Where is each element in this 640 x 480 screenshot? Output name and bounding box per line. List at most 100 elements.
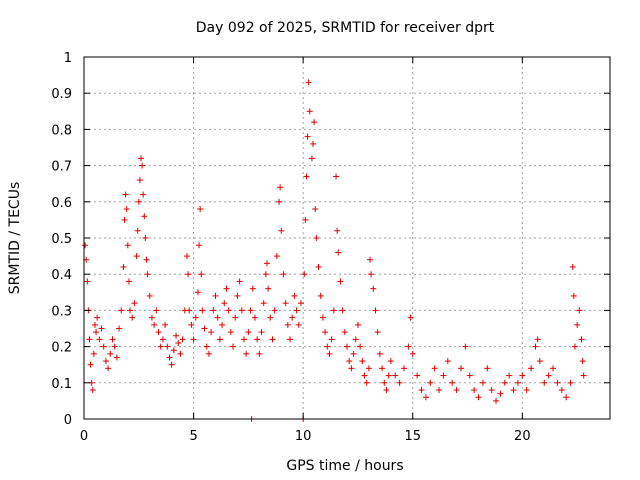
data-point: [219, 321, 226, 328]
data-point: [131, 300, 138, 307]
data-point: [196, 242, 203, 249]
data-point: [569, 263, 576, 270]
data-point: [301, 271, 308, 278]
data-point: [493, 397, 500, 404]
data-point: [315, 263, 322, 270]
y-tick-label: 0.9: [51, 87, 72, 102]
data-point: [462, 343, 469, 350]
data-point: [506, 372, 513, 379]
data-point: [578, 336, 585, 343]
data-point: [558, 387, 565, 394]
data-point: [98, 325, 105, 332]
data-point: [170, 347, 177, 354]
x-axis-label: GPS time / hours: [286, 458, 403, 474]
y-tick-label: 0.3: [51, 304, 72, 319]
data-point: [125, 278, 132, 285]
data-point: [267, 314, 274, 321]
data-point: [466, 372, 473, 379]
data-point: [256, 350, 263, 357]
data-point: [192, 314, 199, 321]
data-point: [532, 343, 539, 350]
data-point: [203, 343, 210, 350]
data-point: [418, 387, 425, 394]
data-point: [414, 372, 421, 379]
data-point: [335, 249, 342, 256]
data-point: [523, 387, 530, 394]
data-point: [118, 307, 125, 314]
data-point: [497, 390, 504, 397]
x-tick-label: 5: [189, 429, 197, 444]
data-point: [94, 314, 101, 321]
data-point: [579, 358, 586, 365]
data-point: [370, 285, 377, 292]
data-point: [136, 177, 143, 184]
data-point: [368, 271, 375, 278]
y-tick-label: 0.1: [51, 377, 72, 392]
data-point: [210, 307, 217, 314]
chart-title: Day 092 of 2025, SRMTID for receiver dpr…: [196, 20, 495, 36]
data-point: [310, 140, 317, 147]
data-point: [122, 191, 129, 198]
data-point: [514, 379, 521, 386]
grid-lines: [84, 57, 610, 419]
data-point: [337, 278, 344, 285]
data-point: [348, 365, 355, 372]
data-point: [186, 307, 193, 314]
data-point: [363, 379, 370, 386]
data-point: [198, 271, 205, 278]
data-point: [436, 387, 443, 394]
data-point: [153, 307, 160, 314]
data-point: [328, 336, 335, 343]
data-point: [139, 162, 146, 169]
data-point: [214, 314, 221, 321]
data-point: [133, 253, 140, 260]
data-point: [396, 379, 403, 386]
data-point: [381, 379, 388, 386]
data-point: [545, 372, 552, 379]
data-point: [536, 358, 543, 365]
data-point: [313, 235, 320, 241]
data-point: [107, 350, 114, 357]
data-point: [361, 372, 368, 379]
data-point: [82, 242, 89, 249]
data-point: [166, 354, 173, 361]
data-point: [269, 336, 276, 343]
data-point: [534, 336, 541, 343]
data-point: [475, 394, 482, 401]
data-point: [311, 119, 318, 126]
data-point: [392, 372, 399, 379]
data-point: [121, 216, 128, 223]
data-point: [127, 307, 134, 314]
data-point: [243, 350, 250, 357]
data-point: [234, 292, 241, 299]
data-point: [157, 343, 164, 350]
data-point: [444, 358, 451, 365]
data-point: [148, 314, 155, 321]
x-tick-labels: 0 5 10 15 20: [80, 429, 531, 444]
data-point: [93, 329, 100, 336]
data-point: [339, 307, 346, 314]
y-axis-label: SRMTID / TECUs: [7, 182, 23, 295]
data-point: [479, 379, 486, 386]
data-point: [383, 387, 390, 394]
data-point: [271, 307, 278, 314]
data-point: [129, 314, 136, 321]
data-point: [563, 394, 570, 401]
x-tick-label: 15: [404, 429, 421, 444]
data-point: [449, 379, 456, 386]
data-point: [190, 336, 197, 343]
data-point: [484, 365, 491, 372]
data-point: [541, 379, 548, 386]
data-point: [305, 79, 312, 86]
data-point: [554, 379, 561, 386]
data-point: [208, 329, 215, 336]
data-point: [422, 394, 429, 401]
data-point: [295, 321, 302, 328]
data-point: [344, 343, 350, 350]
data-point: [387, 358, 394, 365]
data-point: [405, 343, 412, 350]
data-point: [334, 227, 341, 234]
data-point: [570, 292, 577, 299]
data-point: [576, 307, 583, 314]
data-point: [330, 307, 337, 314]
